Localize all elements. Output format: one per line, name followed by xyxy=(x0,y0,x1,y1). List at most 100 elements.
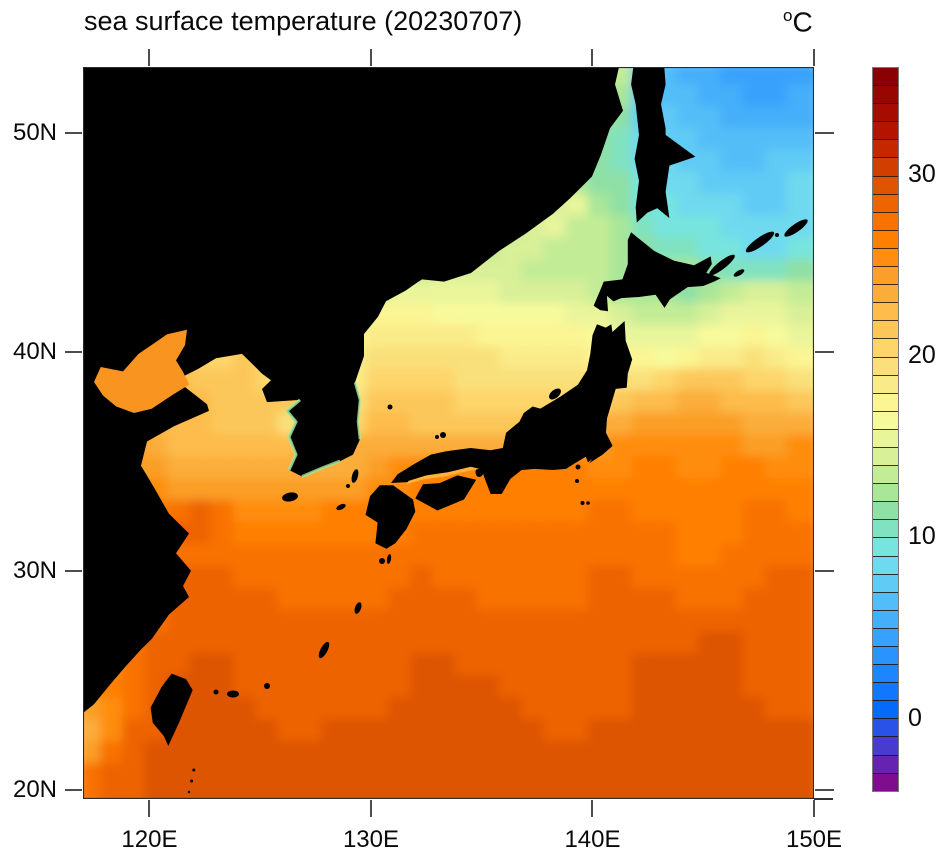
land-izu-hachijojima xyxy=(580,501,585,505)
colorbar-segment xyxy=(873,772,898,791)
land-asia-mainland-korea xyxy=(83,67,623,713)
y-tick-left xyxy=(65,350,82,353)
enclosed-water-overlays xyxy=(94,329,480,485)
land-yonaguni-island xyxy=(213,689,219,695)
front-korea-west-coast xyxy=(284,398,301,471)
land-sakhalin xyxy=(631,67,696,223)
colorbar-segment xyxy=(873,555,898,574)
x-tick-top xyxy=(369,49,372,66)
y-tick-label: 30N xyxy=(12,556,57,584)
colorbar-segment xyxy=(873,501,898,520)
land-okinawa-island xyxy=(318,641,330,659)
y-tick-right xyxy=(815,350,834,353)
water-seto-inland-sea xyxy=(406,466,480,485)
y-tick-left xyxy=(65,788,82,791)
land-goto-islands xyxy=(336,503,346,511)
colorbar-segment xyxy=(873,700,898,719)
colorbar-segment xyxy=(873,537,898,556)
x-tick-bottom xyxy=(813,800,815,817)
land-iturup-island xyxy=(745,231,775,253)
y-tick-left xyxy=(65,569,82,572)
colorbar-segment xyxy=(873,266,898,285)
colorbar-segment xyxy=(873,736,898,755)
x-tick-top xyxy=(148,49,151,66)
land-kunashir-island xyxy=(709,254,735,276)
y-tick-label: 40N xyxy=(12,337,57,365)
colorbar-segment xyxy=(873,157,898,176)
sst-cell xyxy=(786,784,814,799)
units-label: oC xyxy=(783,6,813,38)
colorbar-segment xyxy=(873,139,898,158)
land-ishigaki-iriomote xyxy=(227,690,239,698)
colorbar-segment xyxy=(873,664,898,683)
colorbar-segment xyxy=(873,85,898,104)
colorbar-segment xyxy=(873,247,898,267)
colorbar-segment xyxy=(873,374,898,393)
land-tanegashima xyxy=(386,554,392,564)
land-iki-island xyxy=(346,484,350,488)
colorbar-segment xyxy=(873,356,898,375)
y-tick-label: 20N xyxy=(12,775,57,803)
colorbar-segment xyxy=(873,483,898,502)
colorbar-segment xyxy=(873,573,898,592)
x-tick-top xyxy=(591,49,594,66)
colorbar-segment xyxy=(873,284,898,303)
land-batan-islet-2 xyxy=(192,768,196,772)
land-sado-island xyxy=(549,388,561,400)
colorbar-segment xyxy=(873,591,898,610)
land-taiwan xyxy=(150,673,193,746)
x-tick-bottom xyxy=(369,800,372,817)
colorbar-tick-label: 10 xyxy=(908,522,936,551)
y-tick-label: 50N xyxy=(12,118,57,146)
colorbar-segment xyxy=(873,519,898,538)
sst-map xyxy=(83,67,814,799)
colorbar-tick-label: 0 xyxy=(908,703,922,732)
land-izu-oshima xyxy=(575,464,581,470)
land-oki-islet xyxy=(435,435,439,439)
land-tsushima-island xyxy=(351,469,359,483)
land-izu-islet xyxy=(586,501,590,505)
land-izu-miyakejima xyxy=(575,479,579,483)
colorbar-segment xyxy=(873,609,898,628)
colorbar-tick-label: 20 xyxy=(908,341,936,370)
land-ulleung-island xyxy=(387,404,393,410)
colorbar-segment xyxy=(873,302,898,321)
land-honshu xyxy=(391,321,633,494)
land-miyako-island xyxy=(264,683,270,689)
colorbar-segment xyxy=(873,121,898,140)
y-tick-right xyxy=(815,788,834,791)
colorbar-segment xyxy=(873,392,898,411)
bottom-axis-overshoot xyxy=(814,798,833,800)
x-tick-label: 120E xyxy=(121,826,178,853)
colorbar-tick-label: 30 xyxy=(908,159,936,188)
land-awaji-island xyxy=(475,467,484,477)
land-batan-islet-3 xyxy=(187,790,191,794)
degree-superscript: o xyxy=(783,6,793,25)
front-korea-east-coast xyxy=(353,382,362,440)
colorbar-segment xyxy=(873,211,898,230)
units-letter: C xyxy=(792,6,813,38)
x-tick-bottom xyxy=(591,800,594,817)
land-shikoku xyxy=(415,475,477,511)
colorbar-segment xyxy=(873,229,898,248)
y-tick-left xyxy=(65,131,82,134)
y-tick-right xyxy=(815,131,834,134)
colorbar-segment xyxy=(873,627,898,646)
land-kyushu xyxy=(365,485,416,549)
map-frame xyxy=(83,67,814,799)
colorbar-segment xyxy=(873,320,898,339)
colorbar-segment xyxy=(873,68,898,86)
land-hokkaido xyxy=(593,232,721,312)
colorbar-segment xyxy=(873,718,898,737)
x-tick-top xyxy=(813,49,815,66)
land-masses xyxy=(83,67,808,794)
land-shikotan-island xyxy=(733,269,745,277)
land-amami-island xyxy=(354,602,362,614)
land-urup-island xyxy=(784,219,808,237)
colorbar-segment xyxy=(873,175,898,194)
land-oki-island xyxy=(440,432,446,438)
x-tick-label: 150E xyxy=(785,826,843,853)
colorbar-segment xyxy=(873,754,898,773)
x-tick-label: 140E xyxy=(564,826,621,853)
